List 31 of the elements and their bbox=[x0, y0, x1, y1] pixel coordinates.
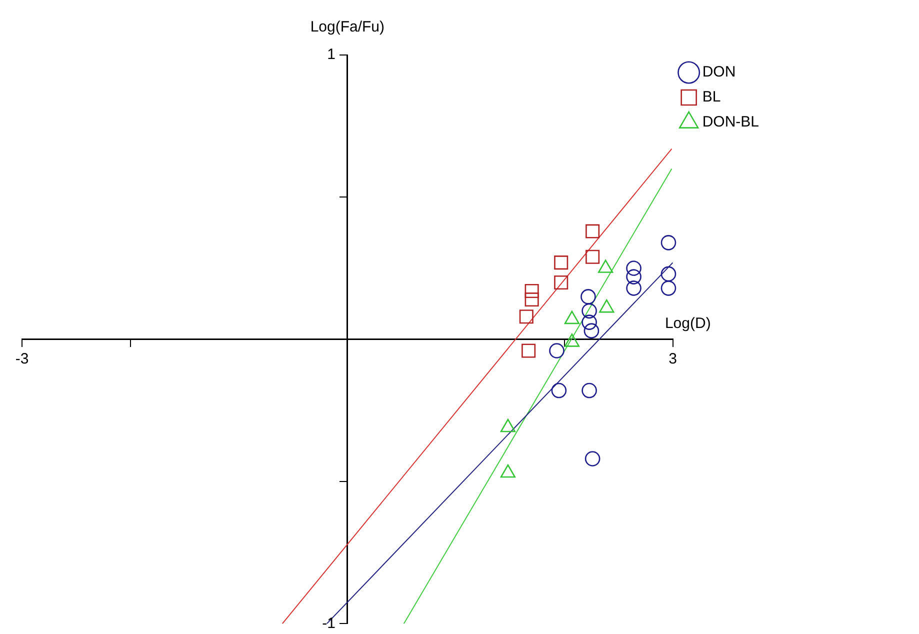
y-tick-label: -1 bbox=[322, 614, 336, 632]
point bbox=[660, 266, 676, 282]
point bbox=[584, 323, 600, 338]
legend-label: DON-BL bbox=[702, 114, 760, 131]
point bbox=[524, 284, 539, 298]
point bbox=[582, 303, 597, 319]
x-axis-title: Log(D) bbox=[664, 314, 711, 332]
point bbox=[586, 250, 600, 264]
x-tick-label: -3 bbox=[15, 350, 29, 368]
legend-label: BL bbox=[702, 88, 721, 106]
point bbox=[660, 280, 676, 296]
point bbox=[584, 451, 600, 466]
point bbox=[582, 382, 597, 398]
point bbox=[522, 344, 536, 358]
point bbox=[626, 269, 642, 284]
point bbox=[554, 275, 568, 290]
point bbox=[554, 256, 568, 270]
point bbox=[519, 310, 534, 324]
point bbox=[551, 382, 567, 398]
point bbox=[580, 289, 596, 304]
point bbox=[549, 343, 564, 358]
y-axis-title: Log(Fa/Fu) bbox=[310, 18, 385, 36]
y-tick-label: 1 bbox=[327, 46, 336, 64]
point bbox=[626, 260, 642, 276]
point bbox=[660, 235, 676, 250]
point bbox=[586, 224, 600, 238]
point bbox=[626, 280, 642, 296]
x-tick-label: 3 bbox=[668, 350, 677, 368]
legend-label: DON bbox=[702, 64, 736, 81]
point bbox=[524, 292, 539, 307]
point bbox=[582, 314, 597, 330]
